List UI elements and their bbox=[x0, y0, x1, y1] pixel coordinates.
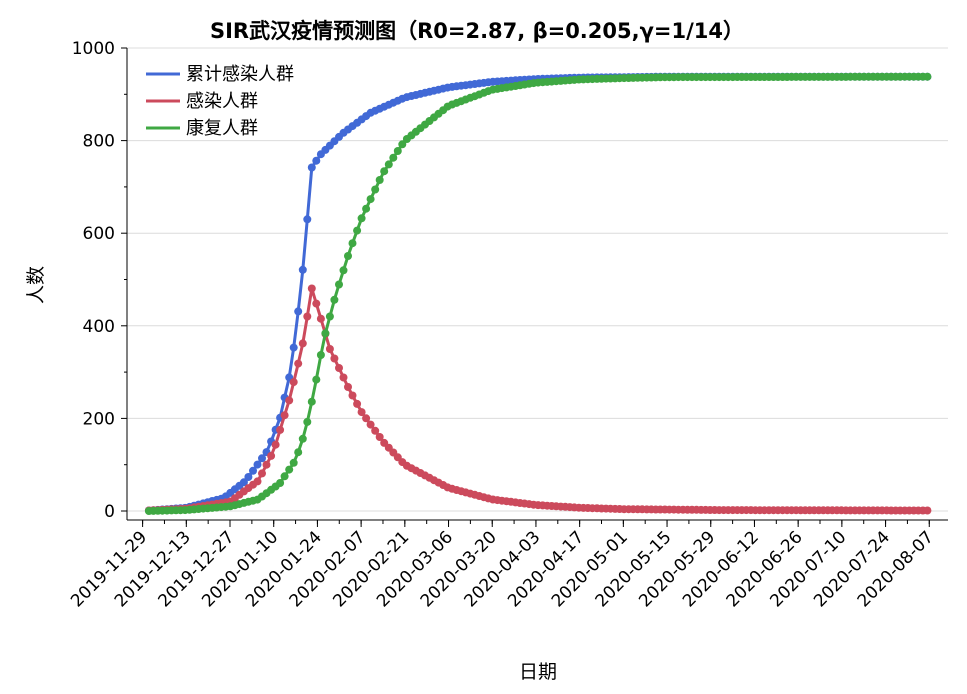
data-point bbox=[335, 364, 343, 372]
data-point bbox=[289, 378, 298, 387]
data-point bbox=[384, 160, 393, 169]
data-point bbox=[380, 167, 389, 176]
data-point bbox=[280, 472, 289, 481]
data-point bbox=[339, 266, 348, 275]
legend-label: 感染人群 bbox=[186, 91, 258, 112]
data-point bbox=[339, 373, 348, 382]
data-point bbox=[923, 506, 932, 515]
data-point bbox=[276, 479, 285, 487]
y-tick-label: 0 bbox=[104, 502, 115, 522]
series-line bbox=[148, 75, 928, 513]
data-point bbox=[362, 204, 371, 213]
data-point bbox=[366, 195, 375, 204]
data-point bbox=[357, 408, 366, 417]
data-point bbox=[312, 299, 321, 308]
data-point bbox=[289, 343, 298, 352]
data-point bbox=[344, 383, 352, 391]
data-point bbox=[366, 420, 375, 429]
data-point bbox=[348, 391, 357, 400]
x-axis-label: 日期 bbox=[519, 661, 557, 683]
data-point bbox=[325, 345, 334, 353]
y-tick-label: 1000 bbox=[72, 39, 115, 59]
data-point bbox=[285, 396, 294, 405]
data-point bbox=[294, 307, 303, 316]
data-point bbox=[262, 460, 271, 469]
data-point bbox=[335, 280, 343, 289]
data-point bbox=[312, 375, 321, 384]
data-point bbox=[271, 440, 280, 449]
data-point bbox=[316, 351, 325, 359]
data-point bbox=[280, 411, 289, 420]
y-axis-label: 人数 bbox=[25, 266, 47, 304]
data-point bbox=[325, 312, 334, 321]
data-point bbox=[303, 312, 312, 321]
data-point bbox=[371, 426, 380, 435]
data-point bbox=[923, 72, 932, 81]
data-point bbox=[393, 147, 402, 155]
data-point bbox=[239, 478, 248, 487]
legend-label: 康复人群 bbox=[186, 118, 258, 139]
data-point bbox=[285, 465, 294, 474]
data-point bbox=[375, 433, 384, 441]
data-point bbox=[276, 425, 285, 434]
data-point bbox=[330, 354, 339, 363]
data-point bbox=[244, 473, 253, 481]
data-point bbox=[298, 434, 307, 443]
data-point bbox=[307, 397, 316, 406]
data-point bbox=[253, 477, 262, 486]
data-point bbox=[258, 454, 266, 463]
y-tick-label: 800 bbox=[83, 132, 115, 152]
data-point bbox=[258, 469, 266, 478]
y-tick-label: 200 bbox=[83, 409, 115, 429]
data-point bbox=[353, 226, 362, 235]
data-point bbox=[294, 448, 303, 457]
data-point bbox=[362, 414, 371, 423]
series-line bbox=[148, 75, 928, 512]
chart-title: SIR武汉疫情预测图（R0=2.87, β=0.205,γ=1/14） bbox=[210, 19, 744, 43]
data-point bbox=[303, 215, 312, 224]
data-point bbox=[316, 314, 325, 323]
data-point bbox=[357, 214, 366, 223]
data-point bbox=[294, 359, 303, 368]
series-line bbox=[148, 288, 928, 512]
series-2 bbox=[144, 284, 932, 515]
data-point bbox=[307, 163, 316, 172]
data-point bbox=[321, 329, 330, 338]
data-point bbox=[375, 176, 384, 184]
data-point bbox=[348, 239, 357, 248]
data-point bbox=[353, 399, 362, 408]
data-point bbox=[307, 284, 316, 293]
data-point bbox=[344, 252, 352, 260]
data-point bbox=[330, 295, 339, 304]
y-tick-label: 400 bbox=[83, 317, 115, 337]
series-1 bbox=[144, 72, 932, 515]
data-point bbox=[298, 265, 307, 274]
data-point bbox=[312, 156, 321, 165]
legend-label: 累计感染人群 bbox=[186, 64, 294, 85]
y-tick-label: 600 bbox=[83, 224, 115, 244]
data-point bbox=[289, 458, 298, 467]
data-point bbox=[298, 339, 307, 348]
data-point bbox=[267, 451, 276, 460]
data-point bbox=[249, 466, 257, 475]
data-point bbox=[253, 460, 262, 469]
series-layer bbox=[144, 72, 932, 515]
data-point bbox=[303, 417, 312, 426]
data-point bbox=[371, 185, 380, 194]
data-point bbox=[389, 153, 398, 162]
data-point bbox=[398, 140, 407, 149]
series-3 bbox=[144, 72, 932, 515]
